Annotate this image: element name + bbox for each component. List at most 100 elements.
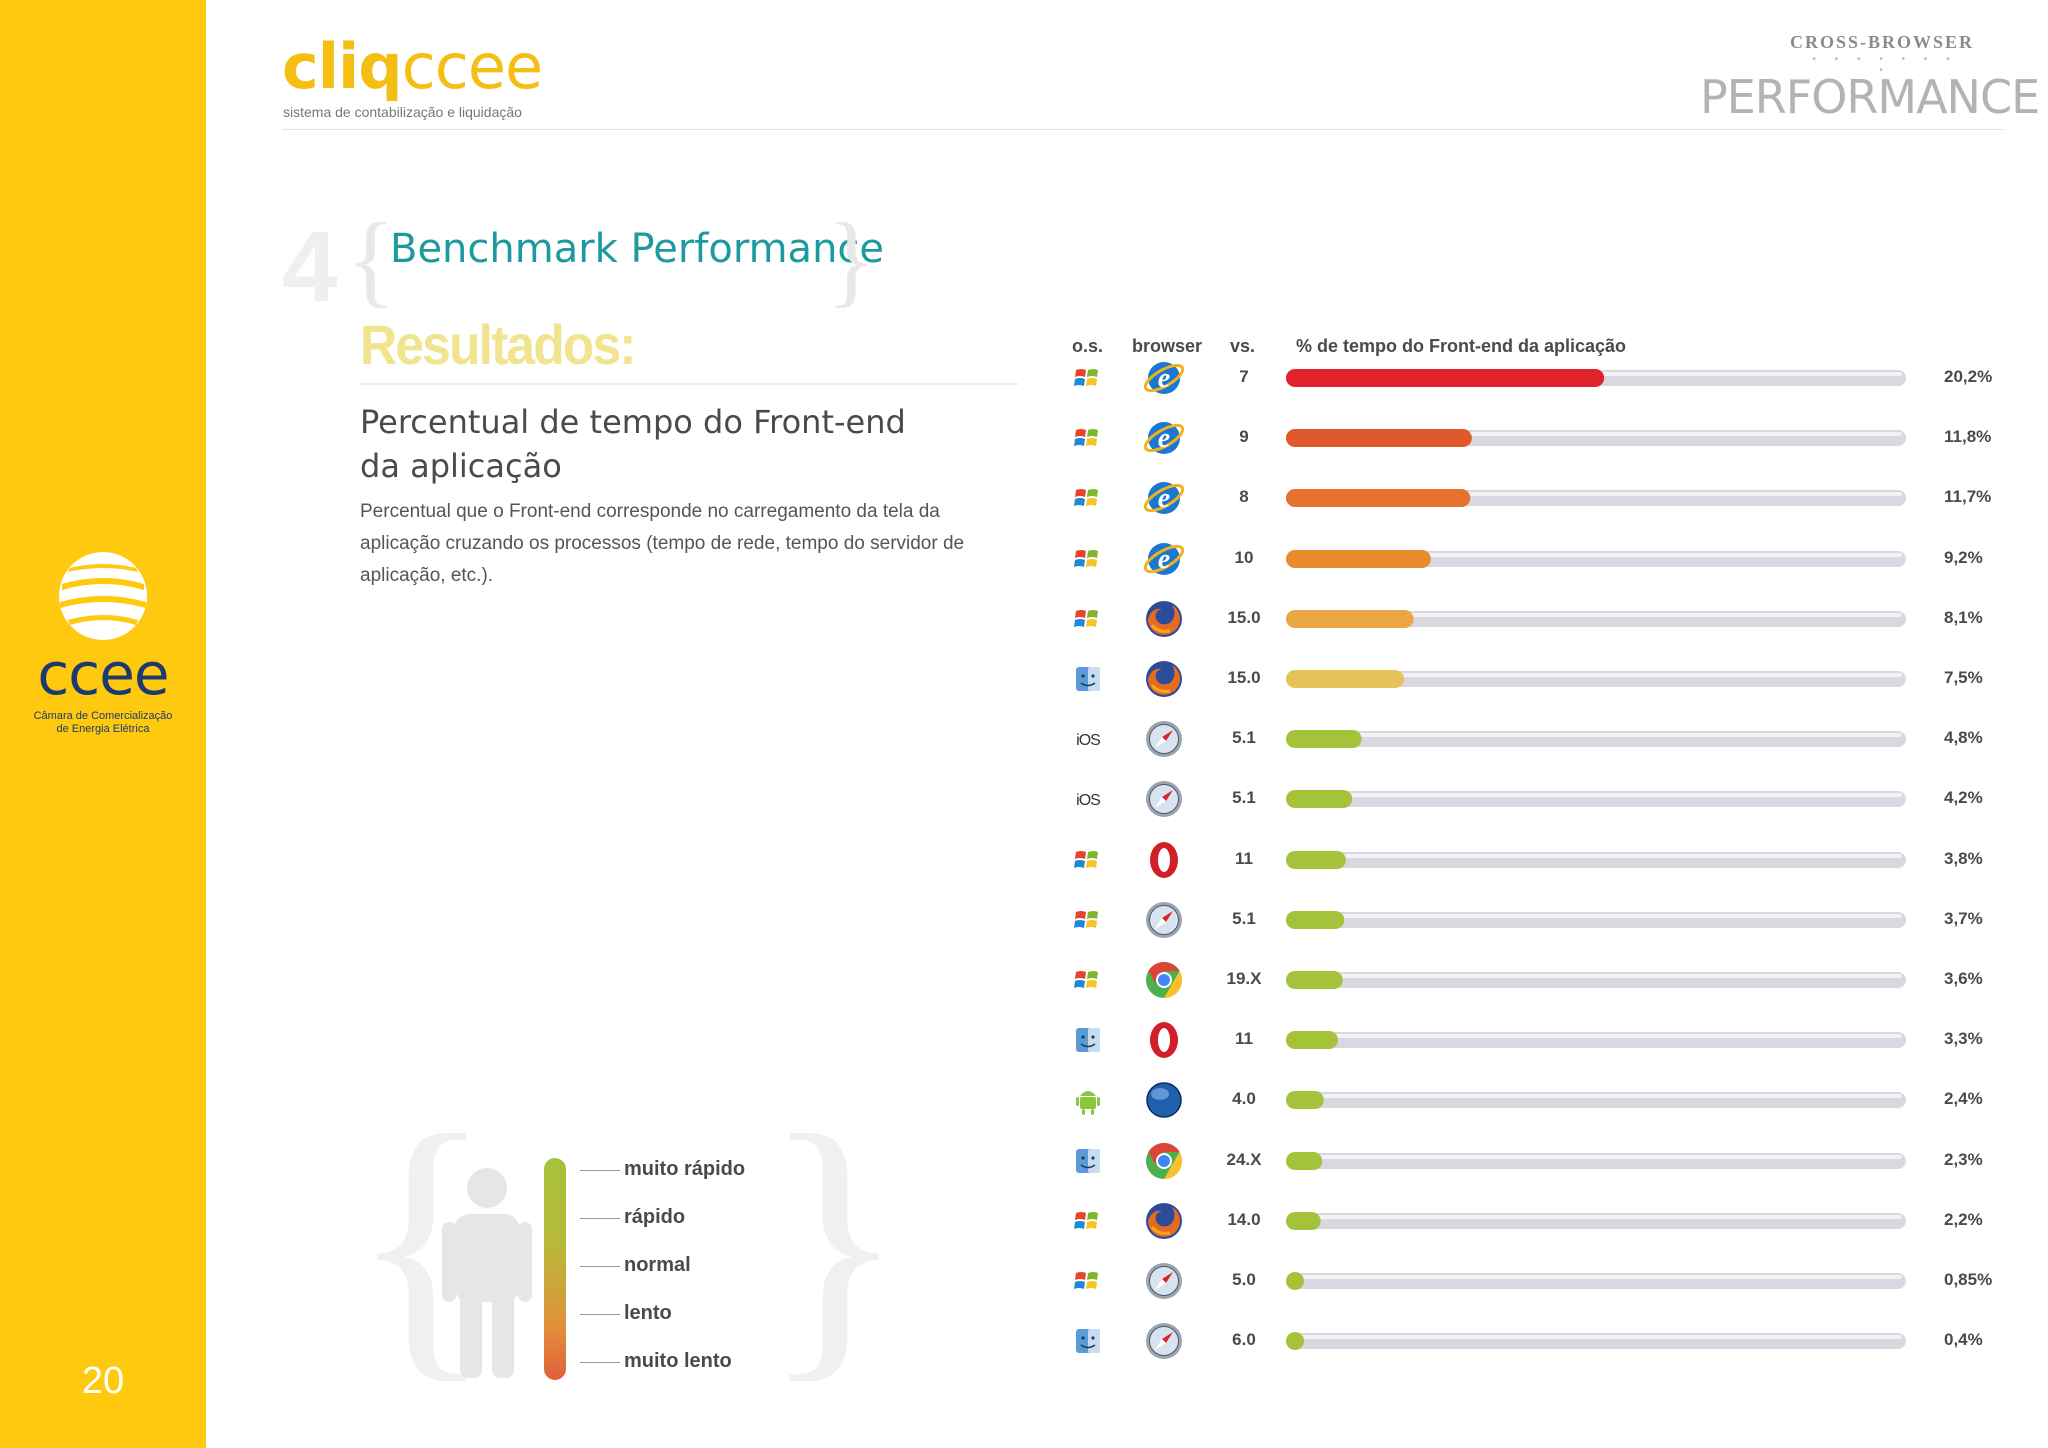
bar bbox=[1286, 971, 1343, 989]
speed-gradient-bar bbox=[544, 1158, 566, 1380]
bar-row-11 bbox=[1286, 1031, 1906, 1050]
legend-tick bbox=[580, 1314, 620, 1315]
value-label: 0,4% bbox=[1944, 1330, 1983, 1350]
bar-row-2 bbox=[1286, 489, 1906, 508]
bar-row-14 bbox=[1286, 1211, 1906, 1230]
mac-os-icon bbox=[1070, 661, 1106, 702]
cross-browser-dots: • • • • • • • • bbox=[1812, 54, 1958, 76]
bar-track-highlight bbox=[1290, 1094, 1902, 1099]
bar-track-highlight bbox=[1290, 793, 1902, 798]
windows-os-icon bbox=[1070, 541, 1106, 582]
version-label: 19.X bbox=[1226, 969, 1262, 988]
section-brace-left: { bbox=[346, 202, 396, 317]
results-subtitle-line-1: Percentual de tempo do Front-end bbox=[360, 403, 906, 441]
value-label: 3,7% bbox=[1944, 908, 1983, 928]
windows-os-icon bbox=[1070, 1203, 1106, 1244]
legend-tick bbox=[580, 1218, 620, 1219]
bar bbox=[1286, 1151, 1323, 1170]
ios-os-icon: iOS bbox=[1070, 781, 1106, 822]
cross-browser-label: CROSS-BROWSER bbox=[1789, 32, 1975, 52]
legend-tick bbox=[580, 1362, 620, 1363]
firefox-browser-icon bbox=[1142, 1199, 1186, 1248]
bar-row-12 bbox=[1286, 1091, 1906, 1110]
safari-browser-icon bbox=[1142, 898, 1186, 947]
bar-track-highlight bbox=[1290, 1154, 1902, 1159]
svg-text:e: e bbox=[1158, 544, 1170, 575]
android-os-icon bbox=[1070, 1082, 1106, 1123]
bar bbox=[1286, 1031, 1338, 1050]
bar-row-16 bbox=[1286, 1332, 1906, 1351]
windows-os-icon bbox=[1070, 902, 1106, 943]
section-number: 4 bbox=[282, 211, 338, 323]
version-label: 15.0 bbox=[1227, 668, 1261, 687]
bar bbox=[1286, 790, 1353, 809]
ie-browser-icon: e bbox=[1142, 537, 1186, 586]
value-label: 2,2% bbox=[1944, 1209, 1983, 1229]
firefox-browser-icon bbox=[1142, 597, 1186, 646]
bar bbox=[1286, 670, 1405, 688]
svg-text:iOS: iOS bbox=[1076, 792, 1100, 809]
version-label: 7 bbox=[1239, 367, 1249, 386]
bar-row-5 bbox=[1286, 670, 1906, 688]
bar-row-9 bbox=[1286, 910, 1906, 929]
bar bbox=[1286, 1332, 1304, 1351]
sidebar: ccee Câmara de Comercialização de Energi… bbox=[0, 0, 206, 1448]
section-title: Benchmark Performance bbox=[390, 226, 885, 272]
ccee-logo-icon bbox=[59, 552, 147, 640]
version-label: 6.0 bbox=[1232, 1330, 1256, 1350]
bar-row-3 bbox=[1286, 549, 1906, 568]
legend-label-rapido: rápido bbox=[624, 1206, 686, 1228]
version-label: 11 bbox=[1235, 848, 1253, 868]
version-label: 14.0 bbox=[1227, 1209, 1261, 1229]
bar-row-7 bbox=[1286, 790, 1906, 809]
version-label: 15.0 bbox=[1227, 607, 1261, 627]
bar-track-highlight bbox=[1290, 1275, 1902, 1279]
ccee-tagline: Câmara de Comercialização de Energia Elé… bbox=[20, 710, 186, 736]
column-header-os: o.s. bbox=[1072, 336, 1104, 356]
android-browser-browser-icon bbox=[1142, 1078, 1186, 1127]
bar bbox=[1286, 369, 1605, 387]
bar-row-10 bbox=[1286, 971, 1906, 989]
ie-browser-icon: e bbox=[1142, 356, 1186, 405]
bar-track-highlight bbox=[1290, 1034, 1902, 1039]
results-subtitle: Percentual de tempo do Front-end da apli… bbox=[360, 400, 980, 488]
chrome-browser-icon bbox=[1142, 1139, 1186, 1188]
column-header-browser: browser bbox=[1132, 336, 1203, 356]
bar bbox=[1286, 730, 1362, 749]
version-label: 5.1 bbox=[1232, 788, 1256, 808]
bar-track-highlight bbox=[1290, 673, 1902, 677]
windows-os-icon bbox=[1070, 360, 1106, 401]
bar-track-highlight bbox=[1290, 552, 1902, 557]
results-subtitle-line-2: da aplicação bbox=[360, 447, 562, 485]
windows-os-icon bbox=[1070, 480, 1106, 521]
bar bbox=[1286, 489, 1471, 508]
svg-text:e: e bbox=[1158, 483, 1170, 514]
value-label: 7,5% bbox=[1944, 668, 1983, 687]
value-label: 2,4% bbox=[1944, 1089, 1983, 1109]
windows-os-icon bbox=[1070, 1263, 1106, 1304]
version-label: 10 bbox=[1234, 547, 1254, 567]
version-label: 5.1 bbox=[1232, 908, 1256, 928]
bar-row-13 bbox=[1286, 1151, 1906, 1170]
results-title: Resultados: bbox=[360, 313, 636, 376]
column-header-value: % de tempo do Front-end da aplicação bbox=[1296, 336, 1627, 356]
brand-bold: cliq bbox=[282, 30, 403, 103]
ie-browser-icon: e bbox=[1142, 416, 1186, 465]
opera-browser-icon bbox=[1142, 838, 1186, 887]
legend-brace-right: } bbox=[762, 1074, 906, 1406]
performance-label: PERFORMANCE bbox=[1700, 70, 2040, 124]
bar-row-0 bbox=[1286, 369, 1906, 387]
value-label: 3,8% bbox=[1944, 848, 1983, 868]
mac-os-icon bbox=[1070, 1323, 1106, 1364]
results-description: Percentual que o Front-end corresponde n… bbox=[360, 501, 965, 586]
value-label: 9,2% bbox=[1944, 547, 1983, 567]
value-label: 4,8% bbox=[1944, 728, 1983, 748]
bar bbox=[1286, 609, 1414, 628]
value-label: 8,1% bbox=[1944, 607, 1983, 627]
value-label: 4,2% bbox=[1944, 788, 1983, 808]
bar-row-4 bbox=[1286, 609, 1906, 628]
windows-os-icon bbox=[1070, 842, 1106, 883]
safari-browser-icon bbox=[1142, 1319, 1186, 1368]
svg-text:iOS: iOS bbox=[1076, 732, 1100, 749]
value-label: 0,85% bbox=[1944, 1270, 1993, 1289]
